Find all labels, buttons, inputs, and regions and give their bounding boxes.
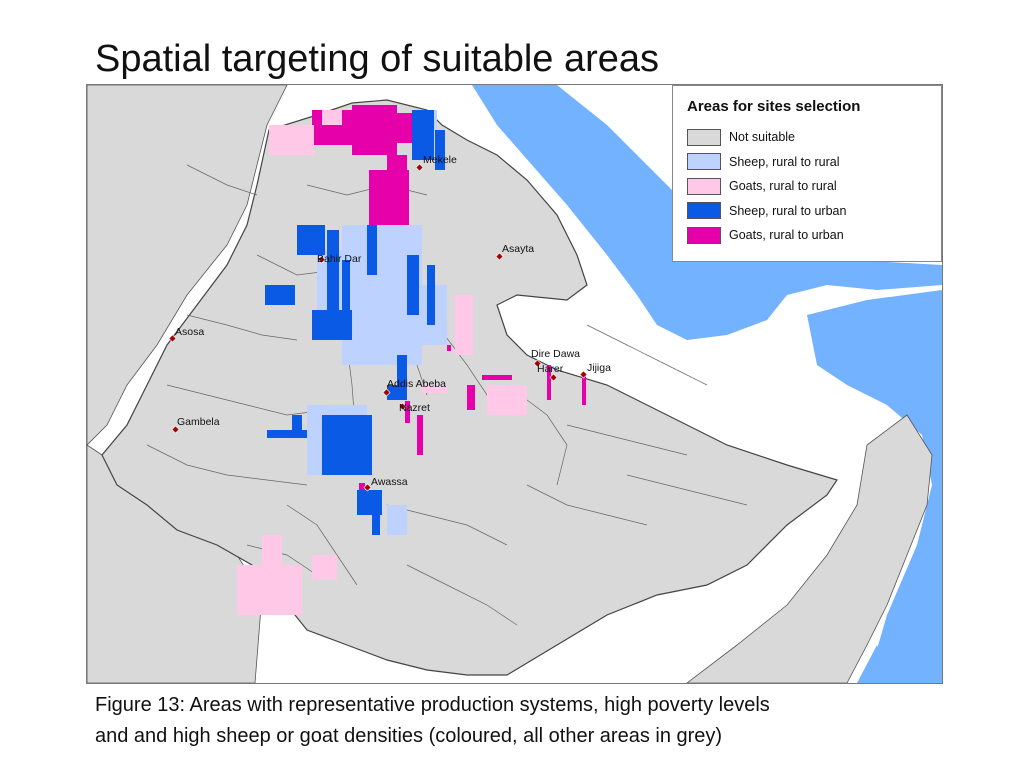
city-asayta: Asayta [502, 243, 534, 255]
sheep-rural-to-urban [265, 110, 445, 535]
map-canvas: Mekele Asayta Bahir Dar Asosa Dire Dawa … [87, 85, 942, 683]
caption-line-2: and and high sheep or goat densities (co… [95, 725, 723, 747]
city-dire-dawa: Dire Dawa [531, 348, 580, 360]
legend-swatch [687, 226, 721, 244]
legend-swatch [687, 177, 721, 195]
legend-label: Not suitable [729, 130, 796, 145]
red-sea [472, 85, 942, 340]
figure-caption: Figure 13: Areas with representative pro… [95, 690, 955, 752]
city-markers [168, 163, 588, 492]
city-harer: Harer [537, 363, 564, 375]
legend-label: Sheep, rural to rural [729, 154, 840, 169]
legend-swatch [687, 153, 721, 171]
map[interactable]: Mekele Asayta Bahir Dar Asosa Dire Dawa … [86, 84, 943, 684]
city-awassa: Awassa [371, 476, 408, 488]
goats-rural-to-rural [237, 110, 527, 615]
legend-item-sheep-rural-to-urban: Sheep, rural to urban [687, 199, 927, 224]
city-gambela: Gambela [177, 416, 220, 428]
gulf-of-aden [807, 290, 942, 683]
legend-title: Areas for sites selection [687, 98, 861, 115]
city-jijiga: Jijiga [587, 362, 611, 374]
caption-line-1: Figure 13: Areas with representative pro… [95, 694, 770, 716]
city-addis-abeba: Addis Abeba [387, 378, 446, 390]
legend-item-not-suitable: Not suitable [687, 125, 927, 150]
legend-item-goats-rural-to-urban: Goats, rural to urban [687, 223, 927, 248]
legend-item-goats-rural-to-rural: Goats, rural to rural [687, 174, 927, 199]
legend-swatch [687, 202, 721, 220]
legend-label: Goats, rural to rural [729, 179, 837, 194]
east-coast-water [857, 645, 887, 683]
legend-swatch [687, 128, 721, 146]
somalia-land [686, 414, 933, 683]
map-legend: Areas for sites selection Not suitable S… [672, 85, 942, 262]
legend-label: Goats, rural to urban [729, 228, 844, 243]
legend-item-sheep-rural-to-rural: Sheep, rural to rural [687, 150, 927, 175]
city-bahir-dar: Bahir Dar [317, 253, 362, 265]
slide-title: Spatial targeting of suitable areas [95, 38, 660, 80]
legend-label: Sheep, rural to urban [729, 203, 847, 218]
city-nazret: Nazret [399, 402, 430, 414]
city-asosa: Asosa [175, 326, 204, 338]
city-mekele: Mekele [423, 154, 457, 166]
neighbour-land [87, 85, 288, 446]
